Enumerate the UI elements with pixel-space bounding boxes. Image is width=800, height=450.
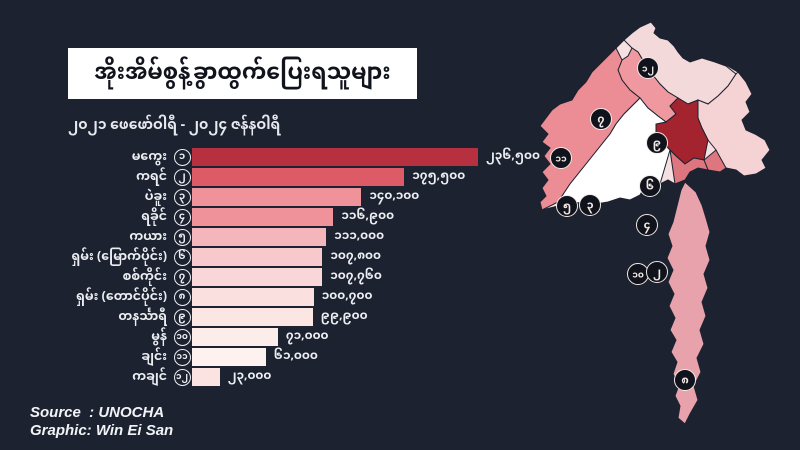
- svg-text:၈: ၈: [681, 370, 688, 394]
- svg-text:၂: ၂: [653, 262, 661, 286]
- svg-text:၆: ၆: [646, 176, 654, 200]
- svg-text:၃: ၃: [587, 195, 594, 219]
- svg-text:၄: ၄: [644, 215, 651, 239]
- svg-text:၁၂: ၁၂: [642, 60, 654, 80]
- svg-text:၇: ၇: [597, 109, 604, 133]
- svg-text:၁၀: ၁၀: [632, 266, 644, 286]
- svg-text:၅: ၅: [563, 196, 571, 220]
- svg-text:၁၁: ၁၁: [555, 150, 567, 170]
- svg-text:၉: ၉: [653, 133, 661, 157]
